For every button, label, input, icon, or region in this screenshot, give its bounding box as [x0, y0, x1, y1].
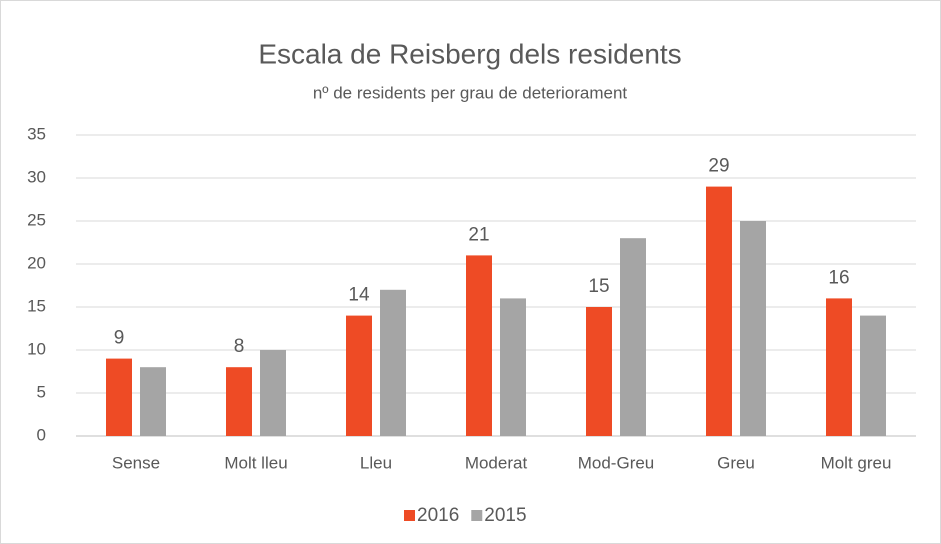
chart-subtitle: nº de residents per grau de deterioramen…: [313, 83, 628, 102]
legend-swatch: [404, 510, 415, 521]
x-tick-label: Molt lleu: [224, 453, 287, 472]
data-label: 16: [828, 267, 849, 288]
bar: [466, 255, 492, 436]
y-tick-label: 20: [27, 253, 46, 272]
y-tick-label: 30: [27, 167, 46, 186]
data-label: 21: [468, 224, 489, 245]
bar: [706, 186, 732, 436]
data-label: 15: [588, 276, 609, 297]
bar: [826, 298, 852, 436]
legend-label: 2015: [484, 505, 526, 526]
data-label: 9: [114, 328, 125, 349]
x-tick-label: Greu: [717, 453, 755, 472]
y-tick-label: 15: [27, 296, 46, 315]
data-label: 8: [234, 336, 245, 357]
y-tick-label: 25: [27, 210, 46, 229]
y-tick-label: 5: [37, 382, 46, 401]
legend-label: 2016: [417, 505, 459, 526]
bar: [140, 367, 166, 436]
data-label: 29: [708, 156, 729, 177]
bar: [740, 221, 766, 436]
y-tick-label: 10: [27, 339, 46, 358]
y-tick-label: 0: [37, 425, 46, 444]
x-tick-label: Moderat: [465, 453, 528, 472]
bar: [380, 289, 406, 436]
bar: [106, 358, 132, 436]
y-tick-label: 35: [27, 124, 46, 143]
data-label: 14: [348, 285, 370, 306]
x-tick-label: Sense: [112, 453, 160, 472]
bar: [346, 315, 372, 436]
bar: [586, 307, 612, 436]
bar: [860, 315, 886, 436]
legend-swatch: [471, 510, 483, 521]
x-tick-label: Molt greu: [821, 453, 892, 472]
bar: [620, 238, 646, 436]
bar: [226, 367, 252, 436]
bar: [260, 350, 286, 436]
x-tick-label: Lleu: [360, 453, 392, 472]
x-tick-label: Mod-Greu: [578, 453, 655, 472]
chart-title: Escala de Reisberg dels residents: [258, 38, 681, 69]
bar: [500, 298, 526, 436]
